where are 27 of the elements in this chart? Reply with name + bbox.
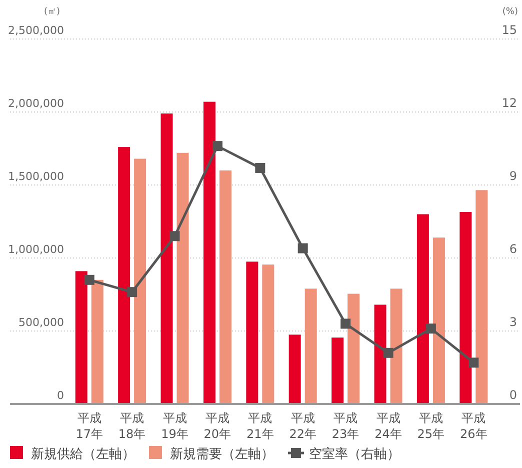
- legend-label: 空室率（右軸）: [309, 446, 400, 462]
- x-tick-label: 平成 21年: [246, 411, 274, 441]
- y-tick-label: 2,000,000: [8, 97, 64, 110]
- x-tick-label: 平成 23年: [332, 411, 360, 441]
- legend-label: 新規供給（左軸）: [31, 447, 135, 462]
- y2-tick-label: 0: [509, 388, 517, 402]
- y-tick-label: 500,000: [18, 316, 64, 329]
- x-tick-label: 平成 26年: [460, 411, 488, 441]
- y2-tick-label: 12: [502, 96, 517, 110]
- x-tick-label: 平成 17年: [76, 411, 103, 441]
- y2-axis-title: (%): [502, 7, 518, 17]
- y2-tick-label: 15: [502, 23, 517, 37]
- y-tick-label: 1,000,000: [8, 243, 64, 256]
- y2-tick-label: 9: [509, 169, 517, 183]
- x-tick-label: 平成 22年: [289, 411, 316, 441]
- y-tick-label: 2,500,000: [8, 24, 64, 37]
- x-tick-label: 平成 20年: [204, 411, 232, 441]
- y-axis-title: (㎡): [44, 7, 60, 17]
- y2-tick-label: 6: [509, 242, 517, 256]
- legend-label: 新規需要（左軸）: [170, 447, 274, 462]
- y2-tick-label: 3: [509, 315, 517, 329]
- x-tick-label: 平成 24年: [374, 411, 402, 441]
- y-tick-label: 0: [57, 389, 64, 402]
- y-tick-label: 1,500,000: [8, 170, 64, 183]
- x-tick-label: 平成 25年: [417, 411, 445, 441]
- x-tick-label: 平成 19年: [161, 411, 188, 441]
- x-tick-label: 平成 18年: [118, 411, 146, 441]
